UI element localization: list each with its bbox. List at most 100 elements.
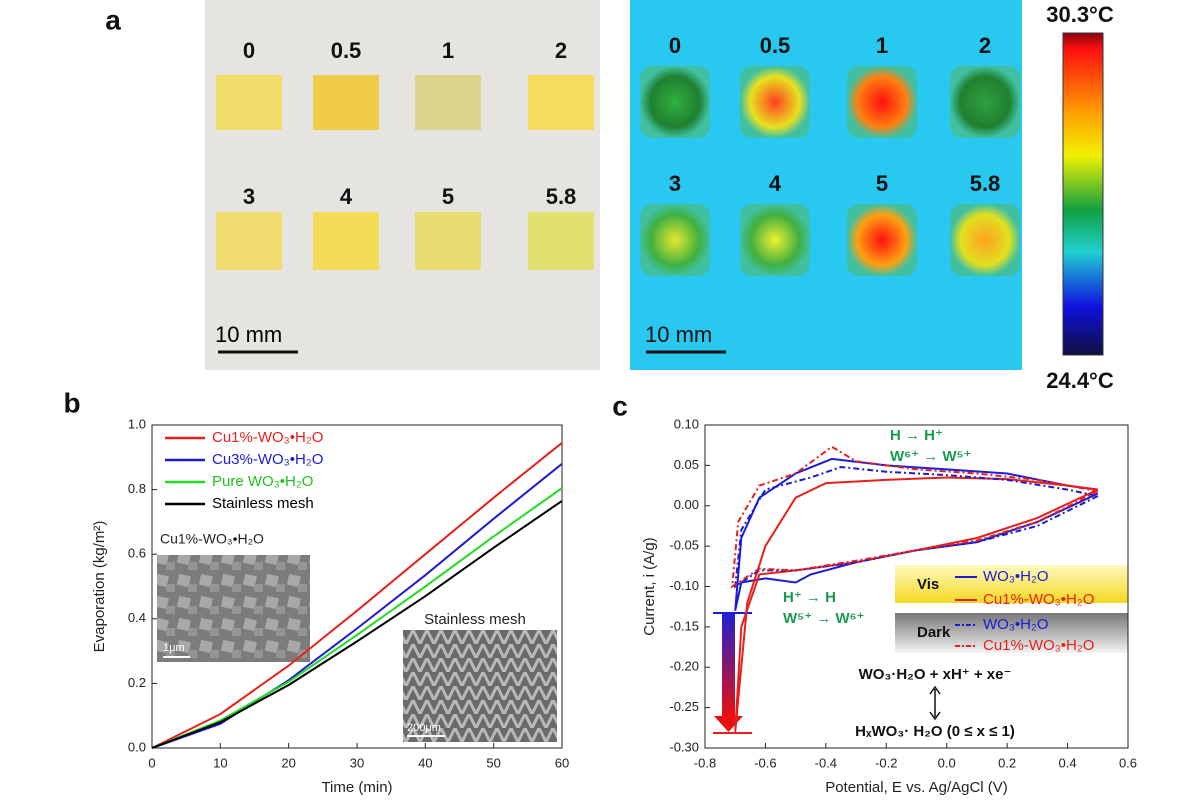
sample-label: 5: [442, 184, 454, 209]
y-tick-label: 0.4: [128, 610, 146, 625]
y-tick-label: 0.8: [128, 481, 146, 496]
legend-label: Cu1%-WO₃•H₂O: [983, 637, 1094, 654]
sample: [216, 75, 282, 130]
y-tick-label: 0.6: [128, 546, 146, 561]
plot-frame: [151, 424, 563, 749]
y-tick-label: -0.25: [669, 699, 699, 714]
x-tick-label: 0: [148, 755, 155, 770]
x-tick-label: 60: [555, 755, 569, 770]
legend-label: Stainless mesh: [212, 495, 314, 512]
sample-label: 5: [876, 171, 888, 196]
thermal-sample: [640, 204, 710, 276]
colorbar: [1062, 32, 1104, 356]
y-tick-label: 0.00: [674, 497, 699, 512]
y-tick-label: -0.15: [669, 618, 699, 633]
y-tick-label: 0.05: [674, 457, 699, 472]
annotation: W⁶⁺ → W⁵⁺: [890, 448, 971, 465]
sample-label: 0: [669, 33, 681, 58]
series-line: [734, 476, 1099, 732]
y-tick-label: -0.10: [669, 578, 699, 593]
sample-label: 2: [555, 38, 567, 63]
series-line: [151, 463, 563, 749]
thermal-sample: [950, 66, 1020, 138]
annotation: Stainless mesh: [424, 611, 526, 628]
legend-label: WO₃•H₂O: [983, 616, 1049, 633]
thermal-image: [630, 0, 1022, 370]
x-tick-label: 50: [486, 755, 500, 770]
x-tick-label: 10: [213, 755, 227, 770]
annotation: HₓWO₃· H₂O (0 ≤ x ≤ 1): [855, 723, 1015, 740]
sample-label: 1: [876, 33, 888, 58]
y-tick-label: 0.2: [128, 675, 146, 690]
x-tick-label: 30: [350, 755, 364, 770]
arrow-head: [714, 716, 743, 732]
legend-label: WO₃•H₂O: [983, 568, 1049, 585]
x-tick-label: 20: [281, 755, 295, 770]
sample: [313, 75, 379, 130]
y-tick-label: -0.20: [669, 659, 699, 674]
sample-label: 4: [769, 171, 782, 196]
y-axis-title: Current, i (A/g): [641, 537, 658, 635]
y-tick-label: 0.10: [674, 416, 699, 431]
legend-label: Cu3%-WO₃•H₂O: [212, 451, 323, 468]
legend-group: Dark: [917, 624, 951, 641]
annotation: Cu1%-WO₃•H₂O: [160, 531, 264, 547]
series-line: [151, 487, 563, 749]
sample: [313, 212, 379, 270]
plot-frame: [704, 424, 1129, 749]
x-tick-label: -0.4: [815, 755, 837, 770]
thermal-sample: [847, 204, 917, 276]
thermal-sample: [740, 204, 810, 276]
sample-label: 3: [669, 171, 681, 196]
scale-bar-label: 10 mm: [215, 322, 282, 347]
y-tick-label: 1.0: [128, 416, 146, 431]
inset-image: [157, 555, 310, 662]
y-tick-label: -0.05: [669, 538, 699, 553]
sample-label: 0: [243, 38, 255, 63]
legend-band: [895, 613, 1128, 653]
annotation: 1μm: [163, 642, 185, 654]
scale-bar-label: 10 mm: [645, 322, 712, 347]
x-tick-label: 0.0: [938, 755, 956, 770]
annotation: WO₃·H₂O + xH⁺ + xe⁻: [859, 666, 1012, 683]
annotation: H⁺ → H: [783, 589, 836, 606]
thermal-sample: [640, 66, 710, 138]
sample: [528, 75, 594, 130]
sample-label: 1: [442, 38, 454, 63]
sample: [415, 212, 481, 270]
panel-label: c: [612, 390, 628, 421]
arrow: [929, 685, 941, 721]
annotation: W⁵⁺ → W⁶⁺: [783, 610, 864, 627]
sample-label: 4: [340, 184, 353, 209]
sample: [528, 212, 594, 270]
x-tick-label: -0.6: [754, 755, 776, 770]
colorbar-min: 24.4°C: [1046, 368, 1114, 393]
legend-label: Pure WO₃•H₂O: [212, 473, 313, 490]
x-tick-label: 40: [418, 755, 432, 770]
legend-band: [895, 565, 1128, 603]
sample-label: 5.8: [970, 171, 1001, 196]
sample-label: 0.5: [760, 33, 791, 58]
legend-label: Cu1%-WO₃•H₂O: [983, 591, 1094, 608]
annotation: H → H⁺: [890, 427, 943, 444]
y-tick-label: 0.0: [128, 739, 146, 754]
thermal-sample: [847, 66, 917, 138]
panel-label: b: [63, 387, 80, 418]
x-tick-label: 0.2: [998, 755, 1016, 770]
legend-group: Vis: [917, 576, 939, 593]
x-tick-label: -0.2: [875, 755, 897, 770]
legend-label: Cu1%-WO₃•H₂O: [212, 429, 323, 446]
arrow: [722, 614, 735, 716]
series-line: [151, 500, 563, 749]
series-line: [151, 442, 563, 749]
y-tick-label: -0.30: [669, 739, 699, 754]
series-line: [731, 445, 1099, 589]
sample-label: 3: [243, 184, 255, 209]
sample-label: 2: [979, 33, 991, 58]
x-tick-label: 0.4: [1059, 755, 1077, 770]
sample-label: 0.5: [331, 38, 362, 63]
x-axis-title: Time (min): [321, 779, 392, 796]
x-axis-title: Potential, E vs. Ag/AgCl (V): [825, 779, 1008, 796]
sample-label: 5.8: [546, 184, 577, 209]
